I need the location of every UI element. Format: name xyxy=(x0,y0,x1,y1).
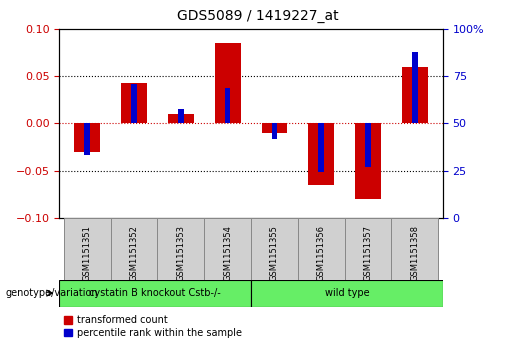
Bar xyxy=(318,123,324,172)
Bar xyxy=(215,43,241,123)
Bar xyxy=(365,123,371,167)
Text: GDS5089 / 1419227_at: GDS5089 / 1419227_at xyxy=(177,9,338,23)
Bar xyxy=(412,52,418,123)
Bar xyxy=(262,123,287,133)
Bar xyxy=(225,87,231,123)
Text: GSM1151351: GSM1151351 xyxy=(83,225,92,281)
Text: GSM1151357: GSM1151357 xyxy=(364,225,372,281)
Text: GSM1151358: GSM1151358 xyxy=(410,225,419,281)
Bar xyxy=(64,218,111,280)
Bar xyxy=(84,123,90,155)
Bar xyxy=(204,218,251,280)
Bar xyxy=(131,84,137,123)
Text: cystatin B knockout Cstb-/-: cystatin B knockout Cstb-/- xyxy=(89,288,221,298)
Bar xyxy=(75,123,100,152)
Bar xyxy=(158,218,204,280)
Bar xyxy=(111,218,158,280)
Bar xyxy=(59,280,251,307)
Text: genotype/variation: genotype/variation xyxy=(5,288,98,298)
Bar xyxy=(178,109,184,123)
Bar xyxy=(345,218,391,280)
Bar xyxy=(402,67,427,123)
Text: GSM1151356: GSM1151356 xyxy=(317,225,326,281)
Bar xyxy=(251,218,298,280)
Text: GSM1151355: GSM1151355 xyxy=(270,225,279,281)
Bar xyxy=(298,218,345,280)
Bar xyxy=(168,114,194,123)
Bar xyxy=(391,218,438,280)
Text: wild type: wild type xyxy=(324,288,369,298)
Bar xyxy=(251,280,443,307)
Bar xyxy=(355,123,381,199)
Bar xyxy=(308,123,334,185)
Bar xyxy=(121,83,147,123)
Legend: transformed count, percentile rank within the sample: transformed count, percentile rank withi… xyxy=(64,315,242,338)
Text: GSM1151354: GSM1151354 xyxy=(223,225,232,281)
Text: GSM1151352: GSM1151352 xyxy=(130,225,139,281)
Text: GSM1151353: GSM1151353 xyxy=(176,225,185,281)
Bar xyxy=(271,123,277,139)
